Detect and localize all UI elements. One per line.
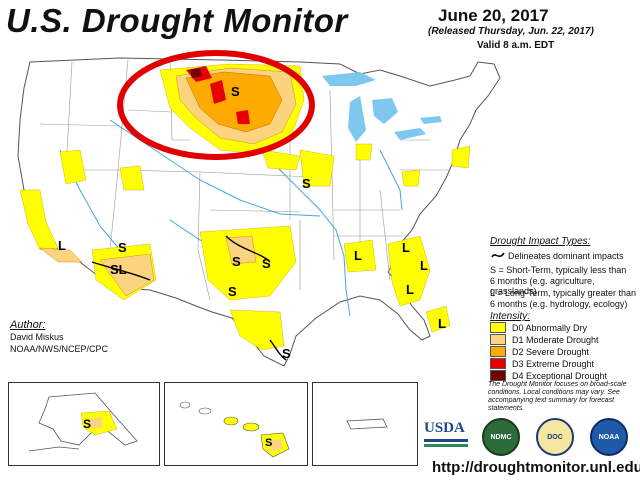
alaska-inset: S bbox=[8, 382, 160, 466]
map-label-l-mississippi: L bbox=[354, 248, 362, 263]
legend-label-d4: D4 Exceptional Drought bbox=[512, 370, 608, 381]
short-term-line1: S = Short-Term, typically less than bbox=[490, 265, 627, 275]
legend-d2: D2 Severe Drought bbox=[490, 346, 589, 357]
map-label-s-arizona: S bbox=[118, 240, 127, 255]
legend-d1: D1 Moderate Drought bbox=[490, 334, 599, 345]
d4-areas bbox=[190, 68, 202, 78]
map-label-l-georgia-north: L bbox=[402, 240, 410, 255]
short-term-line2: 6 months (e.g. agriculture, grasslands) bbox=[490, 276, 595, 296]
map-date: June 20, 2017 bbox=[438, 6, 549, 25]
map-label-l-florida: L bbox=[438, 316, 446, 331]
legend-label-d2: D2 Severe Drought bbox=[512, 346, 590, 357]
map-label-l-georgia-south: L bbox=[406, 282, 414, 297]
map-label-l-california: L bbox=[58, 238, 66, 253]
legend-swatch-d4 bbox=[490, 370, 506, 381]
alaska-map bbox=[28, 392, 138, 452]
page-title: U.S. Drought Monitor bbox=[6, 2, 348, 39]
puerto-rico-inset bbox=[312, 382, 418, 466]
website-url[interactable]: http://droughtmonitor.unl.edu/ bbox=[432, 459, 640, 476]
map-label-s-alaska: S bbox=[83, 417, 92, 431]
release-date: (Released Thursday, Jun. 22, 2017) bbox=[428, 26, 594, 37]
valid-time: Valid 8 a.m. EDT bbox=[477, 40, 555, 51]
usda-logo: USDA bbox=[424, 420, 468, 450]
impact-heading: Drought Impact Types: bbox=[490, 236, 591, 247]
legend-label-d0: D0 Abnormally Dry bbox=[512, 322, 588, 333]
intensity-heading: Intensity: bbox=[490, 311, 531, 322]
long-term-line2: 6 months (e.g. hydrology, ecology) bbox=[490, 299, 628, 309]
author-heading: Author: bbox=[10, 319, 46, 331]
doc-logo-text: DOC bbox=[547, 433, 563, 441]
legend-swatch-d1 bbox=[490, 334, 506, 345]
hawaii-inset: S bbox=[164, 382, 308, 466]
legend-d3: D3 Extreme Drought bbox=[490, 358, 594, 369]
ndmc-logo-text: NDMC bbox=[490, 433, 512, 441]
hawaii-map bbox=[179, 401, 290, 458]
map-label-s-texas: S bbox=[228, 284, 237, 299]
map-label-s-texas-coast: S bbox=[282, 346, 291, 361]
author-org: NOAA/NWS/NCEP/CPC bbox=[10, 344, 109, 354]
delineation-line-icon bbox=[491, 252, 505, 258]
great-lakes bbox=[322, 72, 442, 142]
map-label-s-dakota: S bbox=[231, 84, 240, 99]
legend-d0: D0 Abnormally Dry bbox=[490, 322, 587, 333]
long-term-line1: L = Long-Term, typically greater than bbox=[490, 288, 636, 298]
usda-logo-text: USDA bbox=[424, 420, 465, 436]
highlight-circle bbox=[117, 50, 315, 160]
legend-label-d1: D1 Moderate Drought bbox=[512, 334, 599, 345]
legend-d4: D4 Exceptional Drought bbox=[490, 370, 607, 381]
map-label-s-oklahoma: S bbox=[232, 254, 241, 269]
map-label-l-carolina: L bbox=[420, 258, 428, 273]
legend-label-d3: D3 Extreme Drought bbox=[512, 358, 595, 369]
puerto-rico-map bbox=[346, 418, 388, 430]
map-label-s-midwest: S bbox=[302, 176, 311, 191]
delineates-text: Delineates dominant impacts bbox=[508, 251, 624, 261]
doc-logo: DOC bbox=[536, 418, 574, 456]
impact-lines bbox=[91, 235, 287, 361]
author-name: David Miskus bbox=[10, 332, 64, 342]
d2-areas bbox=[185, 71, 283, 133]
map-label-s-oklahoma-east: S bbox=[262, 256, 271, 271]
map-label-sl-arizona: SL bbox=[110, 262, 127, 277]
legend-swatch-d3 bbox=[490, 358, 506, 369]
disclaimer-note: The Drought Monitor focuses on broad-sca… bbox=[488, 381, 627, 412]
legend-swatch-d2 bbox=[490, 346, 506, 357]
legend-swatch-d0 bbox=[490, 322, 506, 333]
ndmc-logo: NDMC bbox=[482, 418, 520, 456]
noaa-logo: NOAA bbox=[590, 418, 628, 456]
noaa-logo-text: NOAA bbox=[598, 433, 620, 441]
map-label-s-hawaii: S bbox=[265, 437, 273, 449]
